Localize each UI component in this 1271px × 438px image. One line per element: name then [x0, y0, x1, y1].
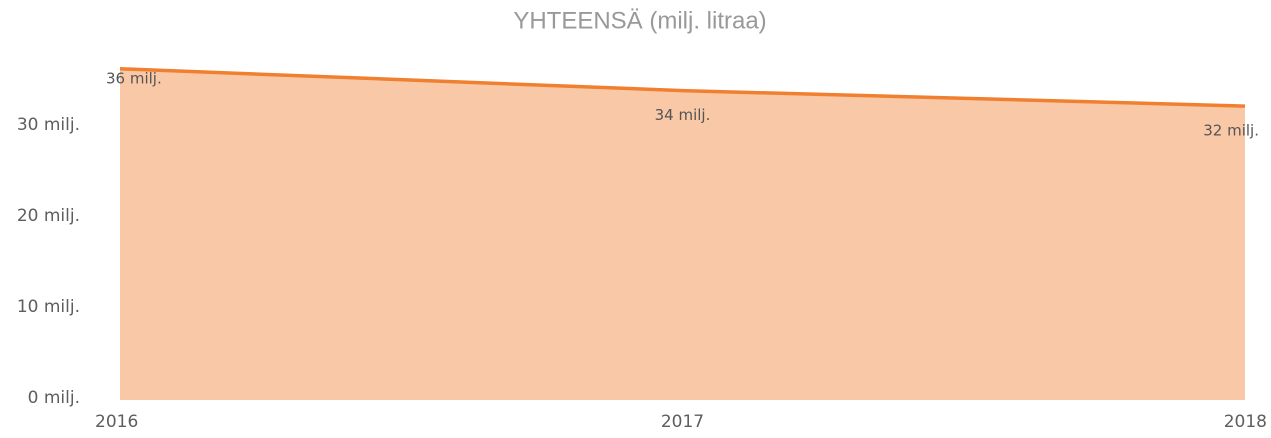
y-tick-label: 30 milj. — [17, 115, 80, 135]
x-tick-label: 2016 — [95, 412, 138, 432]
y-tick-label: 0 milj. — [28, 388, 80, 408]
y-tick-label: 10 milj. — [17, 297, 80, 317]
data-label: 34 milj. — [655, 106, 711, 124]
area — [120, 68, 1245, 400]
data-label: 36 milj. — [106, 69, 162, 87]
line — [119, 67, 1246, 108]
chart-title: YHTEENSÄ (milj. litraa) — [513, 7, 766, 34]
data-label: 32 milj. — [1203, 122, 1259, 140]
x-tick-label: 2018 — [1224, 412, 1267, 432]
y-tick-label: 20 milj. — [17, 206, 80, 226]
x-tick-label: 2017 — [661, 412, 704, 432]
